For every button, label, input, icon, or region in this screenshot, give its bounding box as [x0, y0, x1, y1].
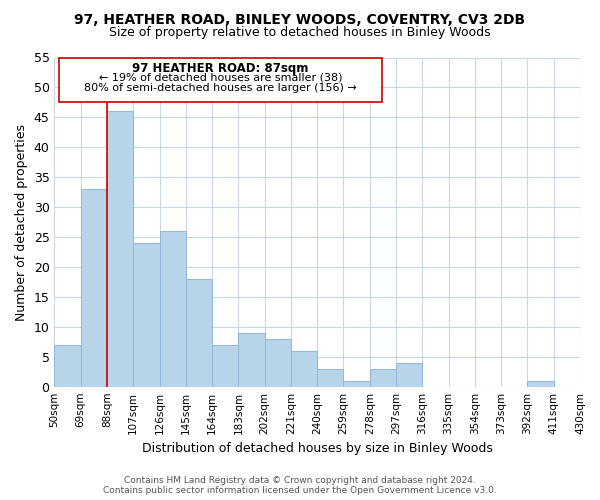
Bar [55, 345, 80, 387]
X-axis label: Distribution of detached houses by size in Binley Woods: Distribution of detached houses by size … [142, 442, 493, 455]
Bar [133, 243, 160, 386]
Bar [107, 112, 133, 386]
Bar [160, 231, 186, 386]
FancyBboxPatch shape [59, 58, 382, 102]
Text: 80% of semi-detached houses are larger (156) →: 80% of semi-detached houses are larger (… [84, 83, 357, 93]
Text: ← 19% of detached houses are smaller (38): ← 19% of detached houses are smaller (38… [98, 72, 342, 83]
Bar [527, 380, 554, 386]
Bar [212, 345, 238, 387]
Y-axis label: Number of detached properties: Number of detached properties [15, 124, 28, 320]
Bar [396, 362, 422, 386]
Bar [238, 333, 265, 386]
Text: 97, HEATHER ROAD, BINLEY WOODS, COVENTRY, CV3 2DB: 97, HEATHER ROAD, BINLEY WOODS, COVENTRY… [74, 12, 526, 26]
Bar [265, 339, 291, 386]
Bar [80, 189, 107, 386]
Bar [370, 368, 396, 386]
Bar [317, 368, 343, 386]
Text: Size of property relative to detached houses in Binley Woods: Size of property relative to detached ho… [109, 26, 491, 39]
Bar [343, 380, 370, 386]
Text: 97 HEATHER ROAD: 87sqm: 97 HEATHER ROAD: 87sqm [132, 62, 308, 76]
Text: Contains HM Land Registry data © Crown copyright and database right 2024.
Contai: Contains HM Land Registry data © Crown c… [103, 476, 497, 495]
Bar [186, 279, 212, 386]
Bar [291, 351, 317, 386]
